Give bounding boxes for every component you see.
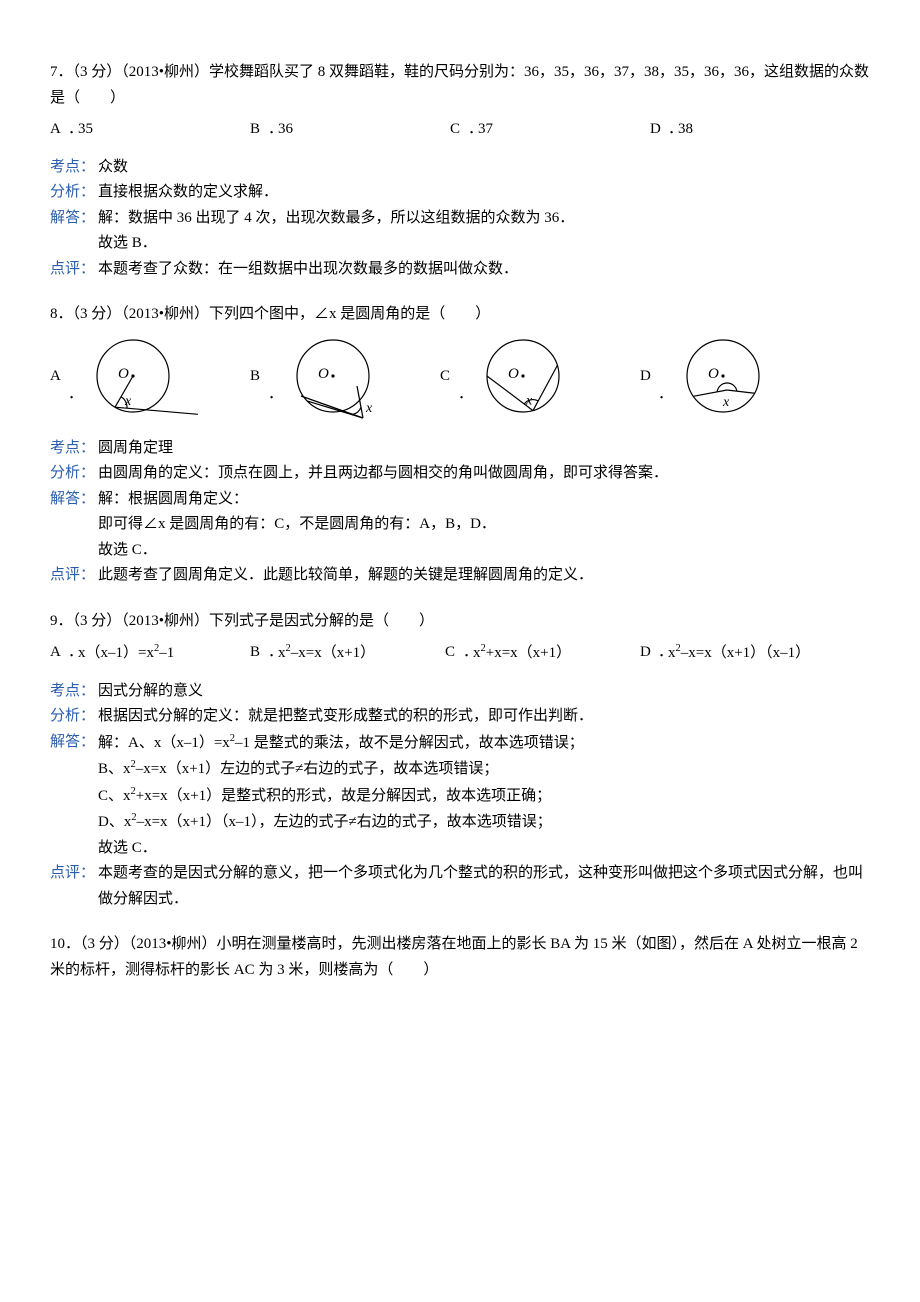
q7-opt-c: C．37 [450, 117, 650, 143]
q10-stem: 10．（3 分）（2013•柳州）小明在测量楼高时，先测出楼房落在地面上的影长 … [50, 932, 870, 983]
fenxi-label: 分析： [50, 180, 98, 206]
q9-options: A．x（x–1）=x2–1 B．x2–x=x（x+1） C．x2+x=x（x+1… [50, 640, 870, 667]
fenxi-label: 分析： [50, 704, 98, 730]
circle-angle-d-icon: Ox [668, 334, 788, 424]
q8-kaodian: 圆周角定理 [98, 436, 870, 462]
q9-jieda: 解：A、x（x–1）=x2–1 是整式的乘法，故不是分解因式，故本选项错误； B… [98, 730, 870, 862]
circle-angle-a-icon: Ox [78, 334, 198, 424]
kaodian-label: 考点： [50, 679, 98, 705]
svg-text:x: x [525, 393, 533, 408]
q7-options: A．35 B．36 C．37 D．38 [50, 117, 870, 143]
svg-text:x: x [124, 394, 132, 409]
q9-stem: 9．（3 分）（2013•柳州）下列式子是因式分解的是（ ） [50, 609, 870, 635]
q7-stem: 7．（3 分）（2013•柳州）学校舞蹈队买了 8 双舞蹈鞋，鞋的尺码分别为：3… [50, 60, 870, 111]
circle-angle-c-icon: Ox [468, 334, 588, 424]
q9-fenxi: 根据因式分解的定义：就是把整式变形成整式的积的形式，即可作出判断． [98, 704, 870, 730]
q8-opt-b: B． Ox [250, 334, 440, 424]
q9-kaodian: 因式分解的意义 [98, 679, 870, 705]
q8-dianping: 此题考查了圆周角定义．此题比较简单，解题的关键是理解圆周角的定义． [98, 563, 870, 589]
jieda-label: 解答： [50, 730, 98, 756]
q7-opt-d: D．38 [650, 117, 830, 143]
q8-stem: 8．（3 分）（2013•柳州）下列四个图中，∠x 是圆周角的是（ ） [50, 302, 870, 328]
q9-opt-b: B．x2–x=x（x+1） [250, 640, 445, 667]
q9-opt-c: C．x2+x=x（x+1） [445, 640, 640, 667]
kaodian-label: 考点： [50, 436, 98, 462]
q8-opt-a: A． Ox [50, 334, 250, 424]
q7-kaodian: 众数 [98, 155, 870, 181]
q8-fenxi: 由圆周角的定义：顶点在圆上，并且两边都与圆相交的角叫做圆周角，即可求得答案． [98, 461, 870, 487]
q9-opt-a: A．x（x–1）=x2–1 [50, 640, 250, 667]
jieda-label: 解答： [50, 487, 98, 513]
svg-text:O: O [318, 366, 329, 382]
q8-opt-c: C． Ox [440, 334, 640, 424]
fenxi-label: 分析： [50, 461, 98, 487]
svg-text:x: x [722, 395, 730, 410]
q8-options: A． Ox B． Ox C． Ox D． Ox [50, 334, 870, 424]
dianping-label: 点评： [50, 563, 98, 589]
svg-text:O: O [118, 366, 129, 382]
svg-text:O: O [508, 366, 519, 382]
jieda-label: 解答： [50, 206, 98, 232]
q8-opt-d: D． Ox [640, 334, 820, 424]
dianping-label: 点评： [50, 257, 98, 283]
q9-opt-d: D．x2–x=x（x+1）（x–1） [640, 640, 830, 667]
circle-angle-b-icon: Ox [278, 334, 398, 424]
svg-text:x: x [365, 401, 373, 416]
q9-dianping: 本题考查的是因式分解的意义，把一个多项式化为几个整式的积的形式，这种变形叫做把这… [98, 861, 870, 912]
q7-opt-a: A．35 [50, 117, 250, 143]
q7-opt-b: B．36 [250, 117, 450, 143]
dianping-label: 点评： [50, 861, 98, 887]
q7-jieda: 解：数据中 36 出现了 4 次，出现次数最多，所以这组数据的众数为 36． 故… [98, 206, 870, 257]
q8-jieda: 解：根据圆周角定义： 即可得∠x 是圆周角的有：C，不是圆周角的有：A，B，D．… [98, 487, 870, 564]
q7-fenxi: 直接根据众数的定义求解． [98, 180, 870, 206]
svg-text:O: O [708, 366, 719, 382]
q7-dianping: 本题考查了众数：在一组数据中出现次数最多的数据叫做众数． [98, 257, 870, 283]
kaodian-label: 考点： [50, 155, 98, 181]
